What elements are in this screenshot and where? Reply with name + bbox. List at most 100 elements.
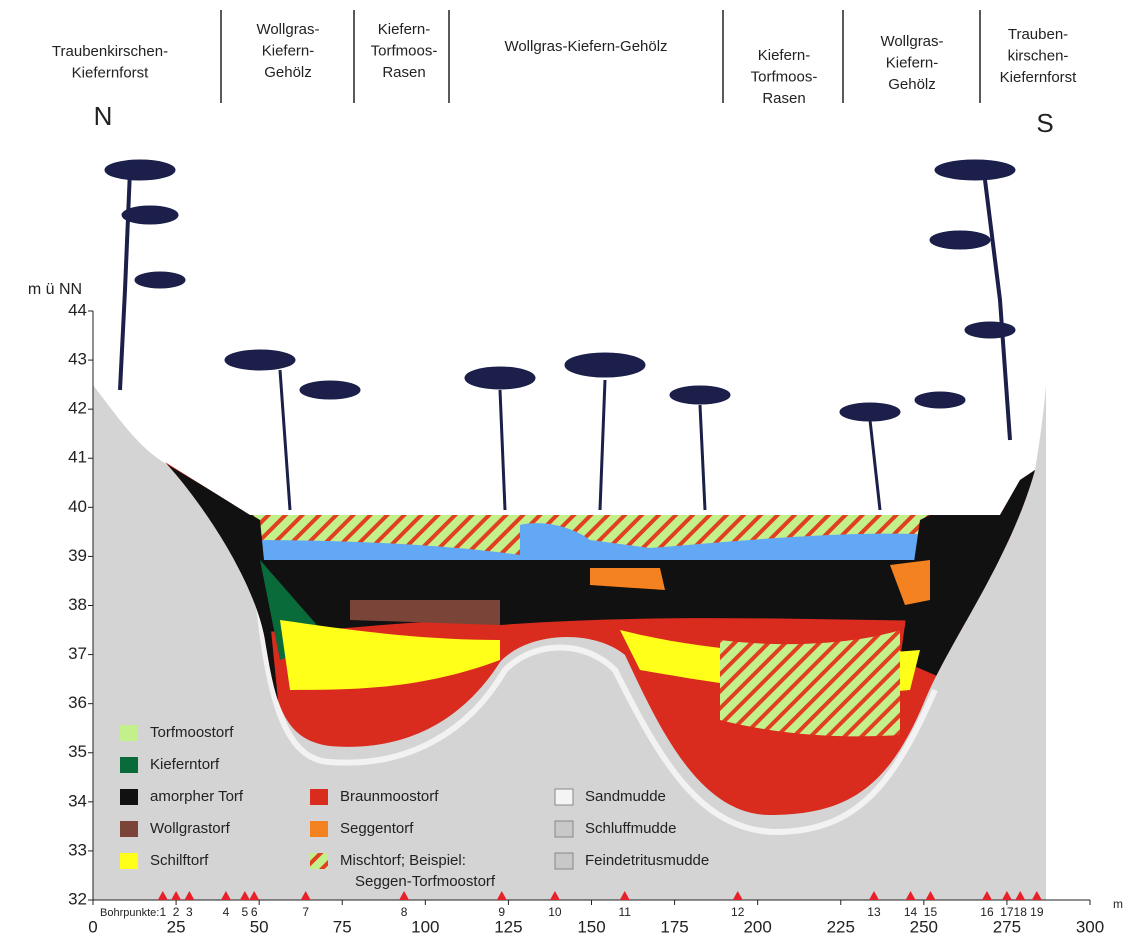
legend-swatch: [120, 853, 138, 869]
borehole-number: 16: [980, 905, 994, 919]
zone-label: Kiefern-: [886, 54, 939, 71]
borehole-marker: [619, 891, 630, 900]
legend-label: Seggentorf: [340, 820, 414, 837]
borehole-marker: [220, 891, 231, 900]
y-tick-label: 40: [68, 497, 87, 516]
zone-label: Traubenkirschen-: [52, 43, 168, 60]
legend-label: Schilftorf: [150, 852, 209, 869]
borehole-marker: [732, 891, 743, 900]
borehole-number: 19: [1030, 905, 1044, 919]
borehole-number: 18: [1014, 905, 1028, 919]
borehole-marker: [1031, 891, 1042, 900]
legend-label: Mischtorf; Beispiel:: [340, 852, 466, 869]
zone-label: Wollgras-: [880, 33, 943, 50]
zone-label: Torfmoos-: [751, 68, 818, 85]
borehole-marker: [981, 891, 992, 900]
borehole-marker: [925, 891, 936, 900]
south-label: S: [1036, 108, 1053, 138]
legend-label: Seggen-Torfmoostorf: [355, 873, 496, 890]
x-tick-label: 175: [660, 917, 688, 936]
x-axis-unit: m: [1113, 897, 1123, 911]
borehole-marker: [1015, 891, 1026, 900]
north-label: N: [94, 101, 113, 131]
legend-swatch: [120, 757, 138, 773]
borehole-number: 5: [242, 905, 249, 919]
y-tick-label: 33: [68, 840, 87, 859]
borehole-marker: [496, 891, 507, 900]
legend-swatch: [554, 820, 574, 838]
y-tick-label: 41: [68, 448, 87, 467]
legend-label: Feindetritusmudde: [585, 852, 709, 869]
y-tick-label: 32: [68, 889, 87, 908]
x-tick-label: 75: [333, 917, 352, 936]
y-tick-label: 44: [68, 300, 87, 319]
borehole-number: 9: [498, 905, 505, 919]
borehole-number: 12: [731, 905, 745, 919]
y-axis-label: m ü NN: [28, 281, 82, 298]
borehole-number: 2: [173, 905, 180, 919]
legend-label: amorpher Torf: [150, 788, 244, 805]
y-tick-label: 42: [68, 399, 87, 418]
zone-label: Kiefern-: [378, 21, 431, 38]
borehole-marker: [184, 891, 195, 900]
y-tick-label: 38: [68, 595, 87, 614]
legend-swatch: [310, 853, 328, 869]
legend-swatch: [310, 789, 328, 805]
zone-label: Gehölz: [888, 76, 936, 93]
x-tick-label: 125: [494, 917, 522, 936]
x-tick-label: 200: [743, 917, 771, 936]
borehole-marker: [157, 891, 168, 900]
x-tick-label: 0: [88, 917, 97, 936]
borehole-number: 7: [302, 905, 309, 919]
zone-label: Kiefernforst: [1000, 69, 1078, 86]
legend-swatch: [120, 821, 138, 837]
borehole-number: 8: [401, 905, 408, 919]
x-tick-label: 50: [250, 917, 269, 936]
zone-label: kirschen-: [1008, 47, 1069, 64]
legend-swatch: [120, 789, 138, 805]
borehole-marker: [239, 891, 250, 900]
borehole-number: 15: [924, 905, 938, 919]
x-tick-label: 100: [411, 917, 439, 936]
x-tick-label: 150: [577, 917, 605, 936]
legend-label: Sandmudde: [585, 788, 666, 805]
borehole-marker: [1001, 891, 1012, 900]
y-tick-label: 43: [68, 350, 87, 369]
y-tick-label: 36: [68, 693, 87, 712]
x-tick-label: 300: [1076, 917, 1104, 936]
legend-label: Torfmoostorf: [150, 724, 234, 741]
zone-label: Rasen: [382, 64, 425, 81]
legend-label: Braunmoostorf: [340, 788, 439, 805]
borehole-marker: [399, 891, 410, 900]
zone-label: Kiefern-: [262, 42, 315, 59]
borehole-marker: [249, 891, 260, 900]
x-tick-label: 225: [827, 917, 855, 936]
y-tick-label: 37: [68, 644, 87, 663]
zone-label: Rasen: [762, 90, 805, 107]
borehole-number: 4: [223, 905, 230, 919]
x-tick-label: 250: [910, 917, 938, 936]
borehole-number: 14: [904, 905, 918, 919]
borehole-marker: [171, 891, 182, 900]
legend-swatch: [310, 821, 328, 837]
borehole-number: 10: [548, 905, 562, 919]
zone-label: Torfmoos-: [371, 42, 438, 59]
borehole-marker: [300, 891, 311, 900]
legend-swatch: [120, 725, 138, 741]
borehole-number: 17: [1000, 905, 1014, 919]
legend-swatch: [554, 852, 574, 870]
legend-swatch: [554, 788, 574, 806]
borehole-number: 13: [867, 905, 881, 919]
borehole-marker: [549, 891, 560, 900]
zone-label: Gehölz: [264, 64, 312, 81]
zone-label: Kiefernforst: [72, 64, 150, 81]
y-tick-label: 39: [68, 546, 87, 565]
legend-label: Kieferntorf: [150, 756, 220, 773]
boreholes-label: Bohrpunkte:: [100, 907, 159, 919]
borehole-marker: [905, 891, 916, 900]
borehole-number: 1: [159, 905, 166, 919]
legend-label: Wollgrastorf: [150, 820, 231, 837]
zone-label: Wollgras-: [256, 21, 319, 38]
zone-label: Wollgras-Kiefern-Gehölz: [504, 38, 667, 55]
